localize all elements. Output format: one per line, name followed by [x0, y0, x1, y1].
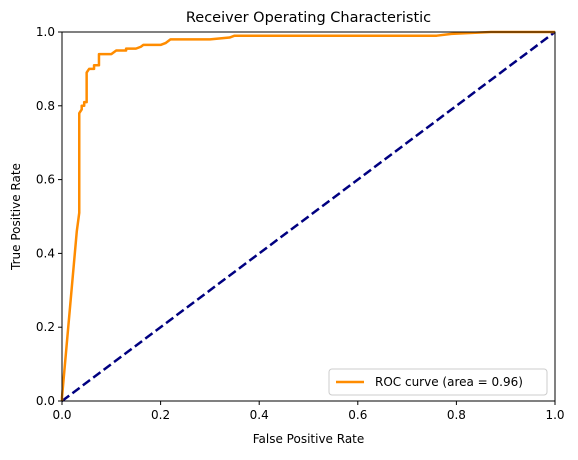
legend: ROC curve (area = 0.96) [328, 368, 548, 396]
series-layer [60, 30, 556, 403]
chart-title: Receiver Operating Characteristic [186, 10, 431, 26]
chance-diagonal-line [61, 30, 556, 403]
y-tick-label: 0.6 [36, 173, 55, 187]
plot-frame [61, 31, 556, 402]
x-tick-label: 0.8 [447, 408, 466, 422]
y-tick-label: 0.4 [36, 246, 55, 260]
y-tick-label: 0.2 [36, 320, 55, 334]
roc-curve-line [60, 30, 555, 401]
y-tick-label: 0.0 [36, 394, 55, 408]
x-axis-label: False Positive Rate [253, 432, 365, 446]
y-tick-label: 0.8 [36, 99, 55, 113]
x-tick-label: 0.6 [348, 408, 367, 422]
legend-box [328, 368, 548, 396]
x-tick-label: 0.2 [151, 408, 170, 422]
y-axis-label: True Positive Rate [9, 163, 23, 271]
x-tick-label: 1.0 [545, 408, 564, 422]
ticks-layer: 0.0 0.2 0.4 0.6 0.8 1.0 0.0 0.2 0.4 0.6 0.8 1.0 [36, 25, 565, 422]
y-tick-label: 1.0 [36, 25, 55, 39]
x-tick-label: 0.0 [52, 408, 71, 422]
legend-label: ROC curve (area = 0.96) [375, 375, 523, 389]
x-tick-label: 0.4 [250, 408, 269, 422]
